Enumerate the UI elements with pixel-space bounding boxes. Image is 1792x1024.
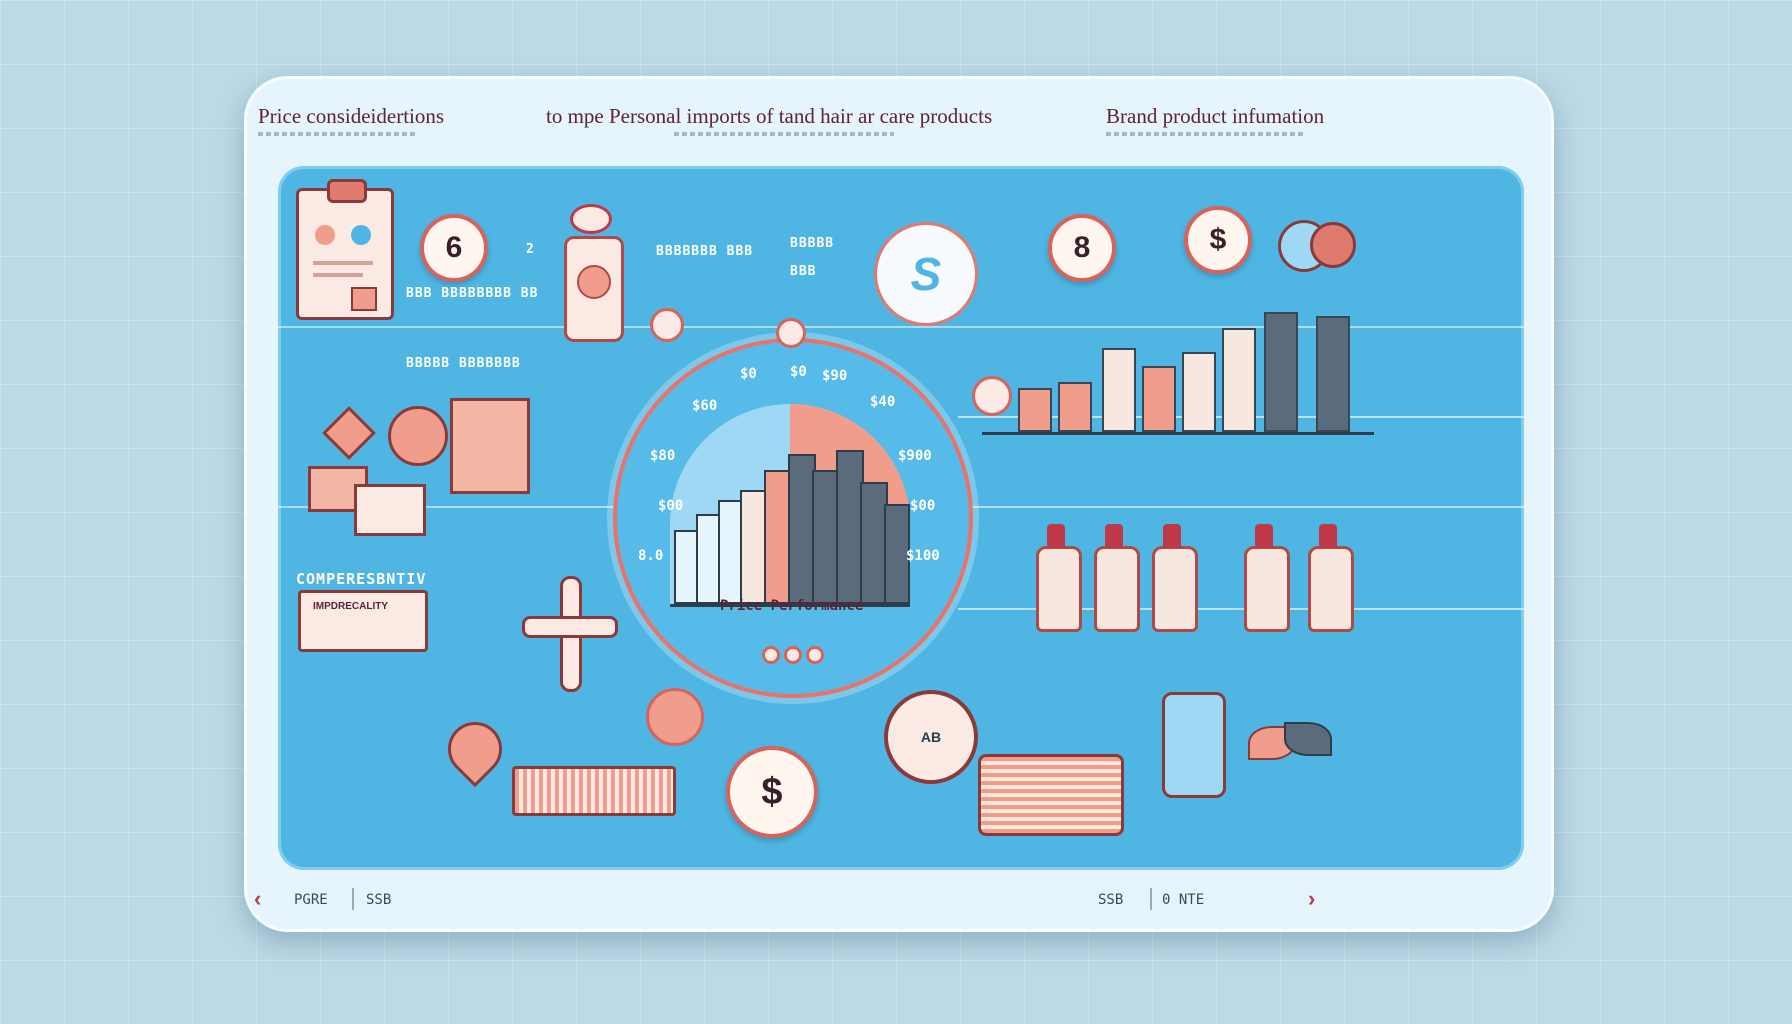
spray-bottle-cap — [1255, 524, 1273, 548]
badge-eight: 8 — [1048, 214, 1116, 282]
chart-tick: $90 — [822, 368, 848, 384]
price-performance-chart — [670, 440, 910, 607]
connector-node — [972, 376, 1012, 416]
chart-tick: $60 — [692, 398, 718, 414]
chart-tick: $40 — [870, 394, 896, 410]
pager-dot[interactable] — [806, 646, 824, 664]
brand-info-title: Brand product infumation — [1106, 104, 1325, 128]
comb-icon — [512, 766, 676, 816]
footer-right-text: 0 NTE — [1162, 892, 1205, 908]
pager-dot[interactable] — [784, 646, 802, 664]
chart-tick: $0 — [740, 366, 757, 382]
footer-separator — [352, 888, 354, 910]
footer-mid-left: SSB — [366, 892, 392, 908]
gear-icon — [388, 406, 448, 466]
chart-tick: $900 — [898, 448, 932, 464]
airplane-icon — [522, 576, 618, 692]
connector-node — [776, 318, 806, 348]
caption-text: ВВВВВВВ ВВВ — [656, 244, 754, 259]
chevron-left-icon[interactable]: ‹ — [254, 886, 262, 911]
footer-bar: ‹ PGRE SSB SSB 0 NTE › — [244, 876, 1554, 932]
pager-dot[interactable] — [762, 646, 780, 664]
main-panel: 6 2 ВВВ ВВВВВВВВ ВВ ВВВВВ ВВВВВВВ ВВВВВВ… — [278, 166, 1524, 870]
compact-icon — [1278, 220, 1356, 272]
footer-separator — [1150, 888, 1152, 910]
spray-bottle-icon — [1244, 546, 1290, 632]
brand-bar-chart — [982, 310, 1374, 435]
title-underline — [1106, 132, 1306, 136]
spray-bottle-cap — [1319, 524, 1337, 548]
lotion-bottle-icon — [564, 204, 624, 342]
spray-bottle-icon — [1152, 546, 1198, 632]
connector-node — [646, 688, 704, 746]
spray-bottle-icon — [1036, 546, 1082, 632]
hair-straightener-icon — [978, 754, 1124, 836]
gift-box-icon — [450, 398, 530, 494]
ab-label: AB — [920, 729, 942, 745]
badge-six: 6 — [420, 214, 488, 282]
main-title: to mpe Personal imports of tand hair ar … — [546, 104, 993, 128]
impdrecality-card: IMPDRECALITY — [298, 590, 428, 652]
chart-tick: $00 — [658, 498, 684, 514]
gear-icon: AB — [884, 690, 978, 784]
badge-dollar-top: $ — [1184, 206, 1252, 274]
chart-tick: $100 — [906, 548, 940, 564]
gift-box-icon — [354, 484, 426, 536]
chart-tick: $00 — [910, 498, 936, 514]
footer-mid-right: SSB — [1098, 892, 1124, 908]
leaf-icon — [1248, 714, 1332, 766]
connector-node — [650, 308, 684, 342]
spray-bottle-icon — [1308, 546, 1354, 632]
caption-text: ВВВ ВВВВВВВВ ВВ — [406, 286, 539, 301]
spray-bottle-cap — [1047, 524, 1065, 548]
diamond-icon — [322, 406, 376, 460]
spray-bottle-cap — [1163, 524, 1181, 548]
badge-two-label: 2 — [526, 242, 535, 257]
title-underline — [674, 132, 894, 136]
location-pin-icon — [436, 710, 514, 788]
caption-text: ВВВ — [790, 264, 817, 279]
footer-left-text: PGRE — [294, 892, 328, 908]
title-underline — [258, 132, 418, 136]
divider — [278, 326, 1524, 328]
caption-text: ВВВВВ — [790, 236, 835, 251]
s-mark: S — [910, 248, 942, 300]
chart-tick: 8.0 — [638, 548, 664, 564]
clipboard-icon — [296, 179, 394, 320]
comperesentiv-label: COMPERESBNTIV — [296, 570, 427, 588]
spray-bottle-icon — [1094, 546, 1140, 632]
chart-tick: $80 — [650, 448, 676, 464]
impdrecality-label: IMPDRECALITY — [313, 601, 388, 612]
divider — [958, 608, 1524, 610]
brand-s-logo: S — [874, 222, 978, 326]
caption-text: ВВВВВ ВВВВВВВ — [406, 356, 521, 371]
chevron-right-icon[interactable]: › — [1308, 886, 1316, 911]
price-performance-label: Price Performance — [720, 598, 864, 614]
price-considerations-title: Price consideidertions — [258, 104, 445, 128]
smartphone-icon — [1162, 692, 1226, 798]
chart-tick: $0 — [790, 364, 807, 380]
spray-bottle-cap — [1105, 524, 1123, 548]
badge-dollar-bottom: $ — [726, 746, 818, 838]
infographic-card: Price consideidertions to mpe Personal i… — [244, 76, 1554, 932]
